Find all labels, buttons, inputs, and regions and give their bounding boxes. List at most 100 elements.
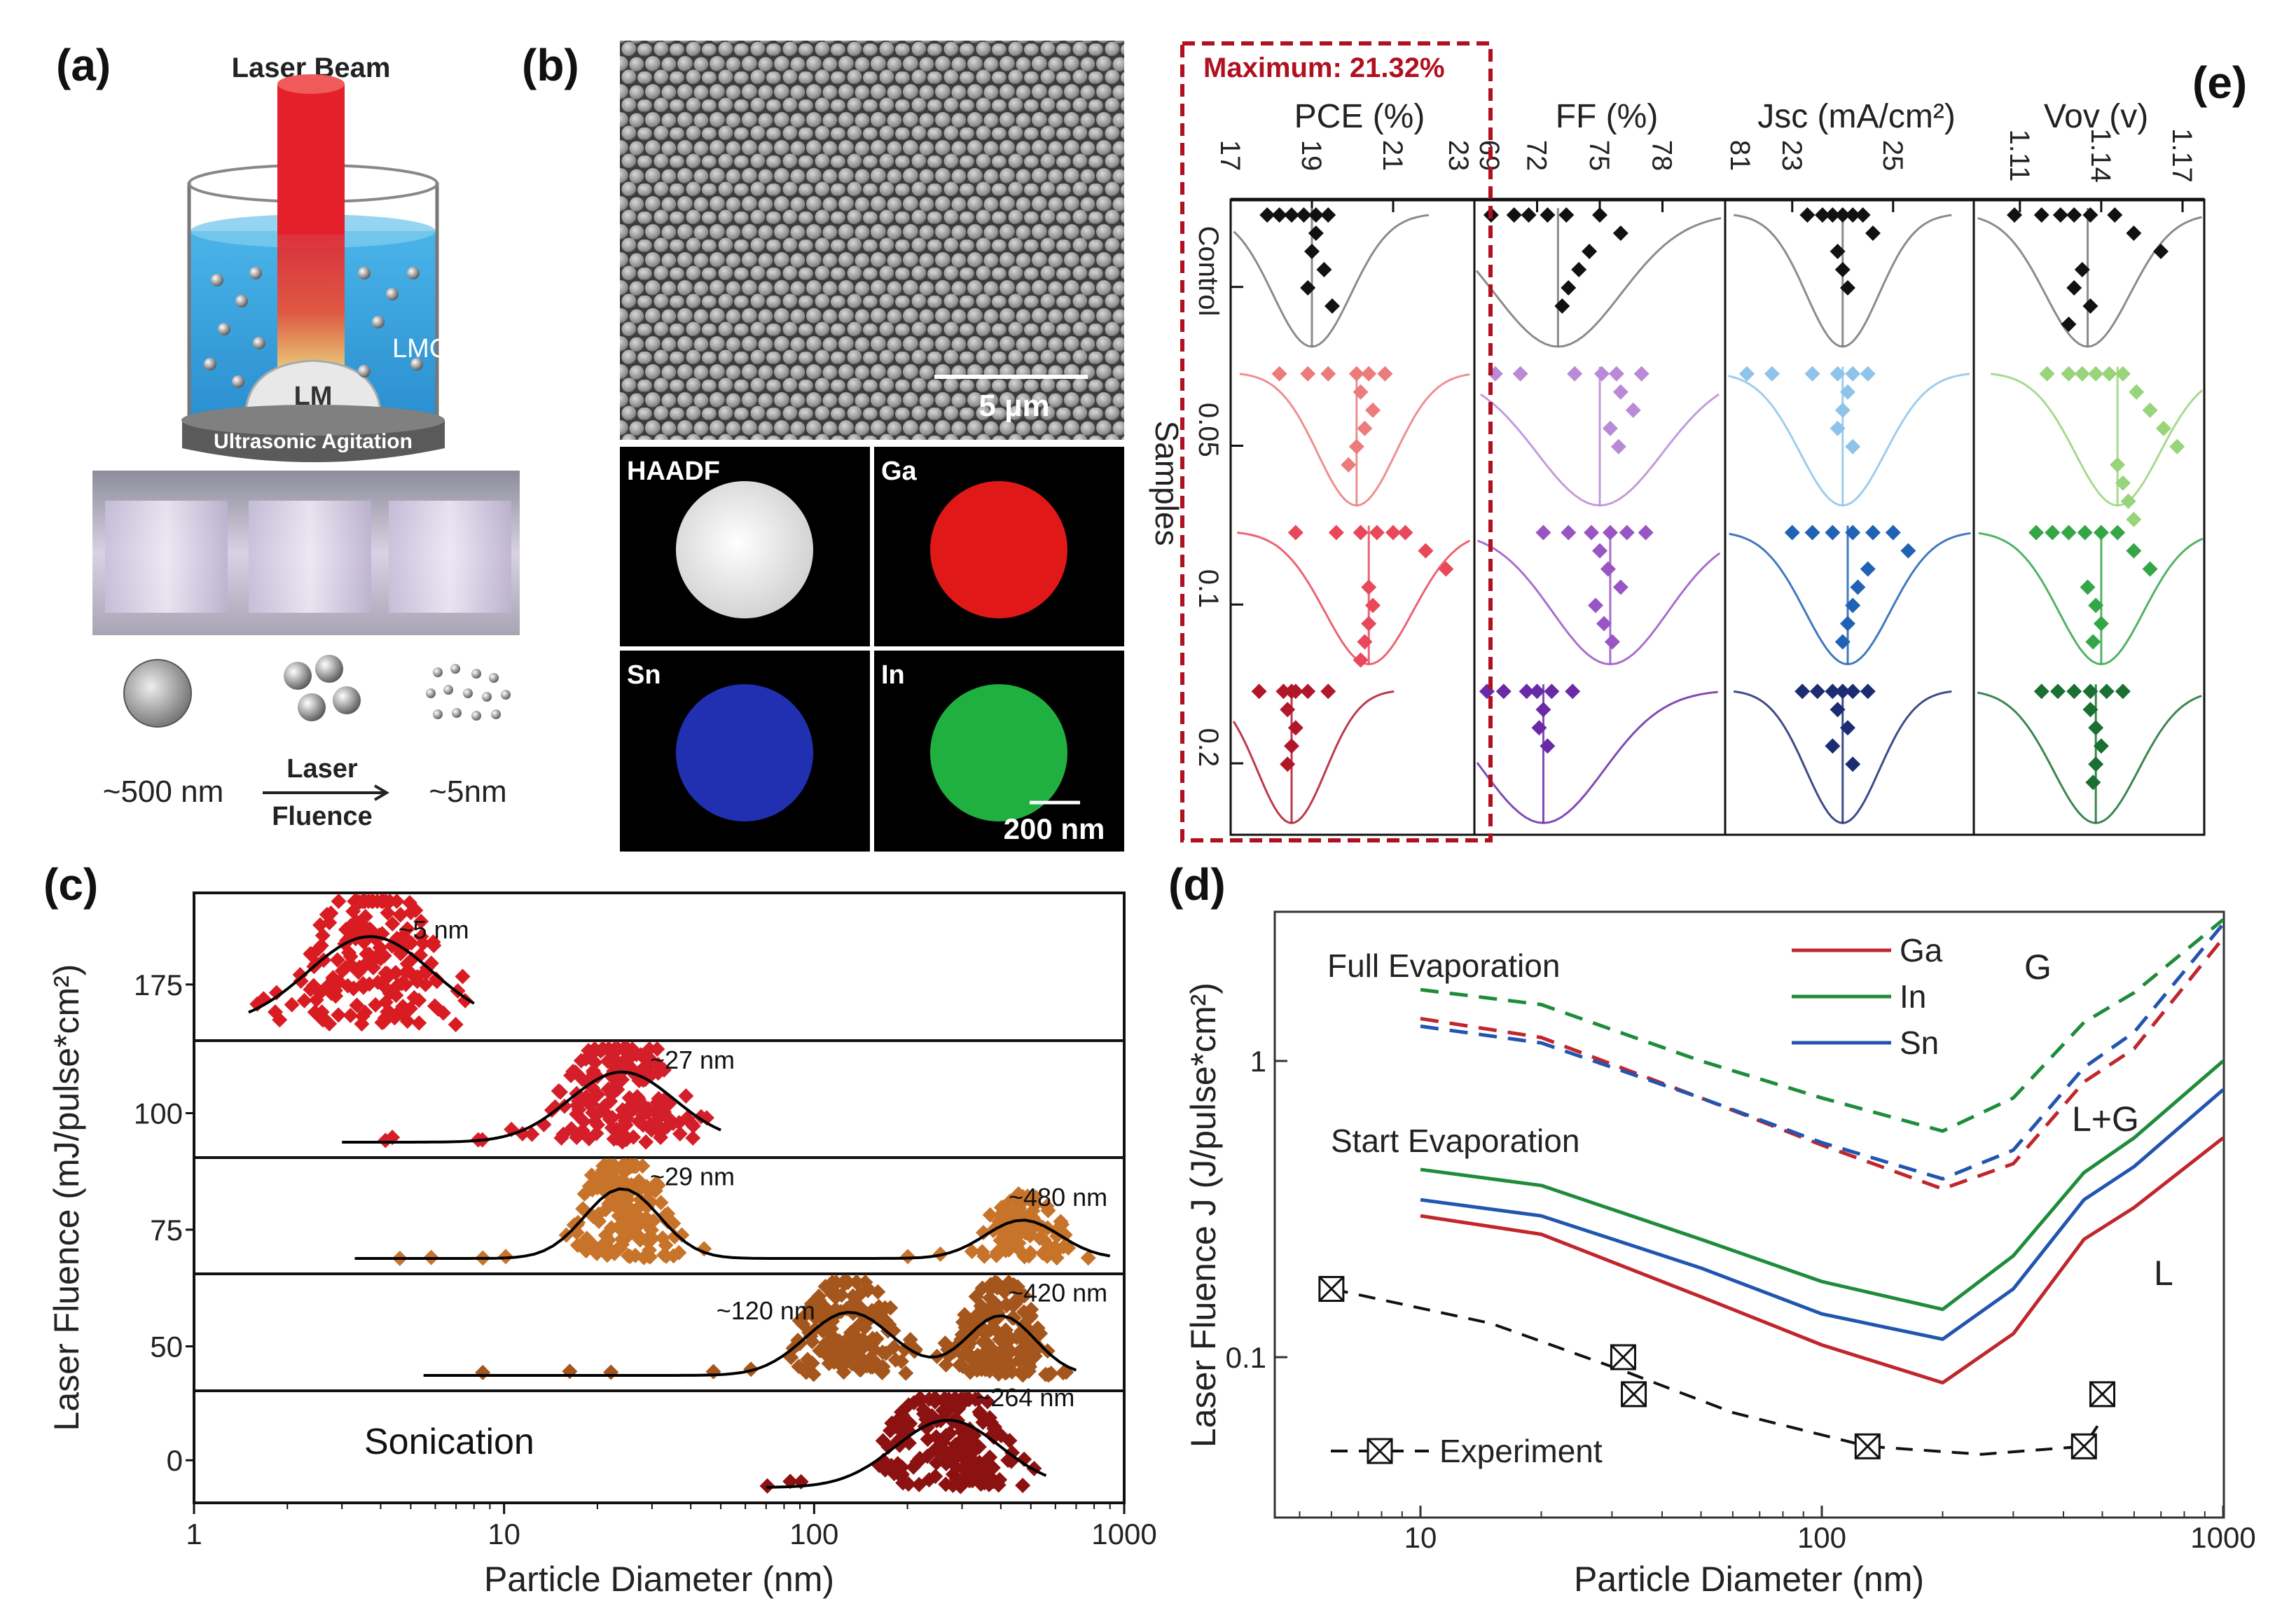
data-point [587, 1055, 603, 1071]
data-point [979, 1394, 995, 1410]
top-tick-label: 75 [1584, 140, 1614, 172]
data-point [1633, 366, 1650, 382]
data-point [1535, 525, 1551, 541]
y-axis-title: Samples [1149, 421, 1185, 546]
data-point [425, 934, 441, 950]
data-point [1567, 366, 1583, 382]
data-point [2126, 225, 2142, 241]
data-point [678, 1088, 694, 1104]
data-point [913, 1391, 929, 1407]
data-point [1845, 597, 1861, 613]
data-point [601, 1232, 617, 1248]
data-point [1365, 402, 1381, 418]
top-tick-label: 1.14 [2085, 128, 2116, 183]
eds-scale-label: 200 nm [1004, 812, 1105, 845]
data-point [2082, 298, 2098, 314]
data-point [312, 985, 329, 1001]
data-point [1850, 579, 1866, 595]
data-point [1353, 525, 1369, 541]
data-point [1011, 1200, 1028, 1216]
data-point [385, 916, 401, 932]
data-point [455, 969, 471, 985]
data-point [1764, 366, 1780, 382]
data-point [602, 1111, 618, 1127]
panel-label-d: (d) [1168, 859, 1226, 910]
data-point [609, 1081, 625, 1097]
data-point [524, 1126, 540, 1142]
data-point [985, 1459, 1001, 1476]
data-point [358, 957, 374, 973]
data-point [1865, 225, 1881, 241]
start-evaporation-label: Start Evaporation [1331, 1123, 1579, 1159]
panel-label-e: (e) [2192, 57, 2247, 108]
distribution-curve [1729, 532, 1971, 666]
data-point [975, 1415, 991, 1431]
data-point [1588, 597, 1604, 613]
panel-label-c: (c) [43, 859, 98, 910]
data-point [292, 966, 308, 983]
strip-75: 75 ~29 nm ~480 nm [150, 1156, 1124, 1266]
data-point [827, 1330, 843, 1346]
data-point [357, 908, 373, 924]
sonication-label: Sonication [364, 1422, 534, 1462]
data-point [893, 1468, 909, 1484]
data-point [2082, 702, 2098, 718]
data-point [1287, 720, 1303, 736]
data-point [1036, 1232, 1052, 1248]
vial [105, 501, 228, 613]
sem-scale-label: 5 µm [978, 389, 1049, 423]
data-point [1271, 207, 1287, 223]
data-point [938, 1476, 954, 1492]
data-point [640, 1057, 656, 1073]
data-point [910, 1454, 926, 1470]
data-point [618, 1132, 635, 1148]
data-point [962, 1450, 978, 1466]
data-point [380, 905, 396, 921]
data-point [368, 997, 384, 1013]
subplot-frame [1724, 198, 1975, 836]
data-point [2074, 262, 2090, 277]
data-point [324, 985, 340, 1001]
data-point [1280, 702, 1296, 718]
data-point [2007, 207, 2023, 223]
data-point [651, 1090, 667, 1106]
data-point [1348, 438, 1364, 454]
peak-label: ~27 nm [650, 1046, 735, 1074]
data-point [848, 1275, 864, 1290]
row-label: Control [1193, 226, 1224, 317]
data-point [2169, 438, 2185, 454]
experiment-point [2089, 1381, 2116, 1408]
arrow-bottom-label: Fluence [272, 802, 373, 831]
data-point [877, 1462, 893, 1478]
data-point [1554, 298, 1570, 314]
data-point [1839, 720, 1855, 736]
data-point [2052, 207, 2068, 223]
data-point [1251, 683, 1267, 700]
x-tick-label: 1 [186, 1518, 202, 1550]
data-point [1003, 1356, 1019, 1373]
data-point [1839, 616, 1855, 632]
data-point [547, 1099, 563, 1115]
data-point [665, 1116, 682, 1132]
data-point [1357, 634, 1373, 650]
data-point [2028, 525, 2045, 541]
data-point [964, 1473, 981, 1489]
data-point [898, 1365, 914, 1381]
data-point [398, 964, 414, 980]
data-point [900, 1249, 916, 1265]
data-point [1259, 207, 1275, 223]
data-point [650, 1065, 666, 1081]
data-point [1608, 366, 1624, 382]
data-point [1529, 683, 1545, 700]
subplot-frame [1473, 198, 1727, 836]
metric-title: PCE (%) [1294, 98, 1425, 135]
data-point [986, 1342, 1002, 1359]
data-point [1280, 756, 1296, 772]
data-point [991, 1360, 1007, 1376]
data-point [1814, 207, 1830, 223]
data-point [672, 1125, 688, 1141]
data-point [343, 1008, 359, 1024]
cross-icon [2071, 1434, 2097, 1459]
data-point [1612, 384, 1628, 400]
strip-50: 50 ~120 nm ~420 nm [150, 1272, 1124, 1383]
